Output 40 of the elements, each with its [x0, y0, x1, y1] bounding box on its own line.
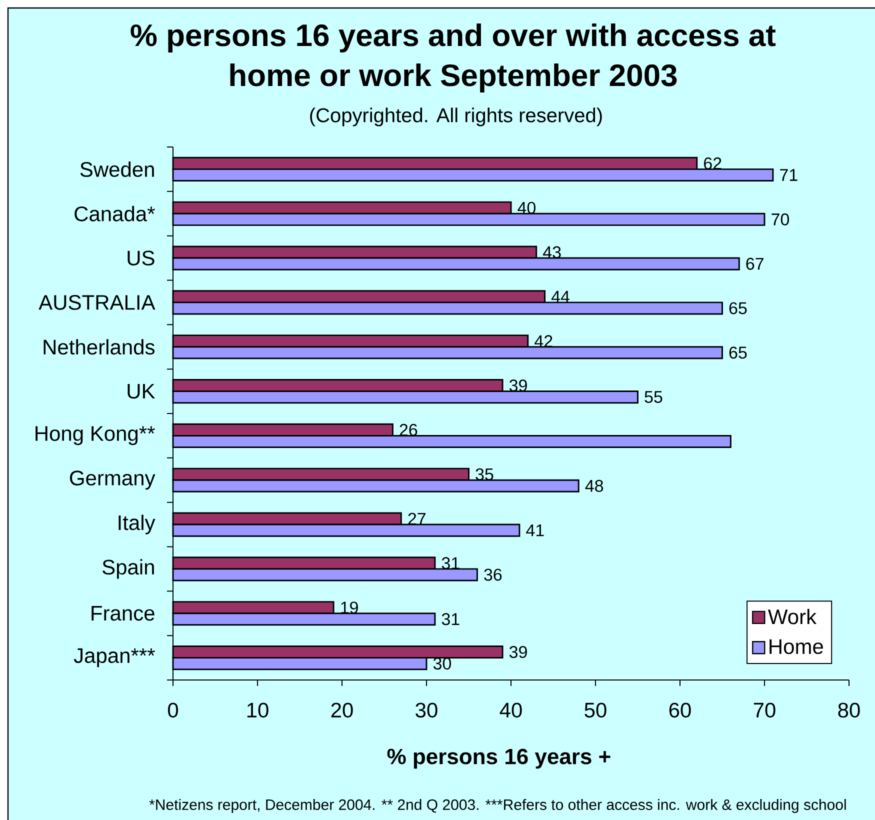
data-label: 55: [644, 391, 662, 403]
data-label: 65: [729, 302, 747, 314]
x-tick-label: 40: [500, 702, 522, 718]
x-tick-label: 20: [331, 702, 353, 718]
data-label: 39: [509, 646, 527, 658]
y-tick-label: France: [92, 606, 154, 621]
text: *Netizens report, December 2004. ** 2nd Q 2003. ***Refers to other access inc. work & excluding school: [149, 798, 846, 813]
x-tick-label: 50: [584, 702, 606, 718]
x-tick-label: 0: [168, 702, 178, 718]
data-label: 65: [729, 346, 747, 359]
x-axis-title: % persons 16 years +: [387, 748, 610, 769]
y-tick-label: Sweden: [80, 161, 154, 177]
data-label: 44: [551, 290, 570, 303]
legend-label: Home: [770, 639, 823, 654]
y-tick-label: Hong Kong**: [36, 426, 155, 446]
x-tick-label: 70: [754, 702, 776, 718]
y-tick-label: AUSTRALIA: [38, 295, 156, 310]
y-tick-label: US: [128, 250, 154, 266]
data-label: 67: [746, 258, 764, 270]
y-tick-label: Japan***: [74, 648, 155, 668]
x-tick-label: 30: [416, 702, 438, 718]
data-label: 41: [526, 524, 544, 536]
x-tick-label: 80: [838, 702, 860, 718]
chart-subtitle: (Copyrighted. All rights reserved): [310, 108, 602, 126]
data-label: 36: [484, 568, 502, 581]
legend-label: Work: [768, 608, 817, 624]
data-label: 43: [543, 246, 561, 258]
y-tick-label: Germany: [70, 470, 156, 490]
x-tick-label: 60: [669, 702, 691, 718]
y-tick-label: Italy: [118, 514, 156, 534]
data-label: 31: [442, 613, 460, 626]
y-tick-label: Netherlands: [44, 339, 155, 355]
y-tick-label: Canada*: [74, 206, 155, 222]
data-label: 71: [780, 169, 798, 181]
data-label: 48: [585, 480, 604, 492]
x-tick-label: 10: [247, 702, 268, 718]
y-tick-label: UK: [128, 384, 156, 399]
y-tick-label: Spain: [102, 559, 154, 579]
data-label: 70: [772, 213, 789, 226]
chart-title: % persons 16 years and over with access at home or work September 2003: [130, 24, 776, 92]
